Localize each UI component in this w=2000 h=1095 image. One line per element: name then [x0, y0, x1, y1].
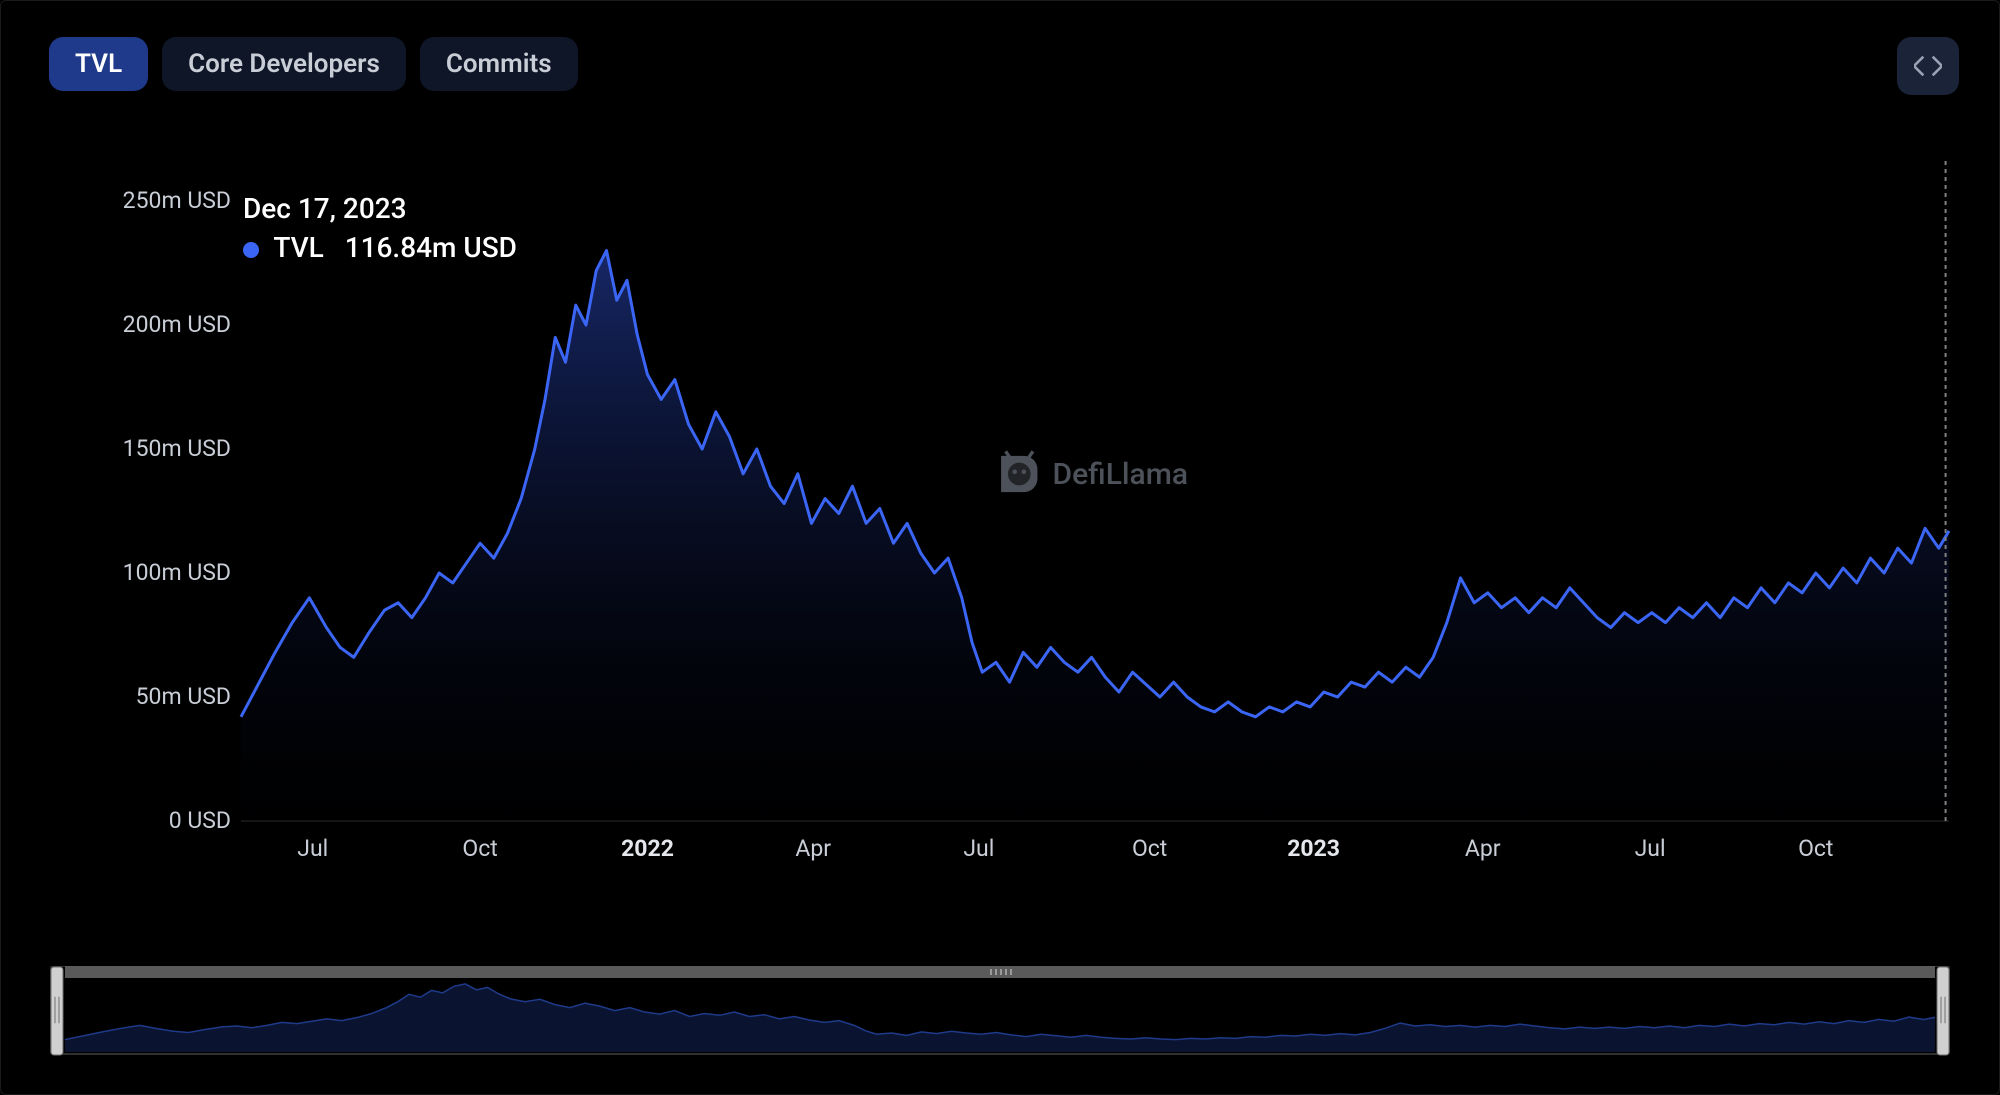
- x-axis-label: Apr: [795, 835, 831, 862]
- brush-scrubber[interactable]: [41, 966, 1959, 1056]
- x-axis-label: Oct: [462, 835, 497, 862]
- y-axis-label: 200m USD: [41, 311, 231, 338]
- chart-region[interactable]: Dec 17, 2023 TVL 116.84m USD DefiLlama: [41, 141, 1959, 881]
- code-icon: [1914, 56, 1942, 76]
- x-axis-label: Oct: [1798, 835, 1833, 862]
- tab-commits[interactable]: Commits: [420, 37, 578, 91]
- brush-handle-right[interactable]: [1937, 967, 1949, 1055]
- tab-core-developers[interactable]: Core Developers: [162, 37, 406, 91]
- x-axis-label: Jul: [963, 835, 994, 862]
- x-axis-label: Jul: [297, 835, 328, 862]
- y-axis-label: 250m USD: [41, 187, 231, 214]
- y-axis-label: 150m USD: [41, 435, 231, 462]
- x-axis-label: 2022: [621, 835, 674, 862]
- tvl-area-chart: [41, 141, 1959, 881]
- x-axis-label: Apr: [1465, 835, 1501, 862]
- y-axis-label: 50m USD: [41, 683, 231, 710]
- brush-chart: [41, 966, 1959, 1056]
- y-axis-label: 0 USD: [41, 807, 231, 834]
- chart-panel: TVL Core Developers Commits Dec 17, 2023…: [0, 0, 2000, 1095]
- x-axis-label: Oct: [1132, 835, 1167, 862]
- x-axis-label: Jul: [1635, 835, 1666, 862]
- x-axis-label: 2023: [1287, 835, 1340, 862]
- embed-code-button[interactable]: [1897, 37, 1959, 95]
- brush-handle-left[interactable]: [51, 967, 63, 1055]
- tab-tvl[interactable]: TVL: [49, 37, 148, 91]
- tab-bar: TVL Core Developers Commits: [49, 37, 578, 91]
- y-axis-label: 100m USD: [41, 559, 231, 586]
